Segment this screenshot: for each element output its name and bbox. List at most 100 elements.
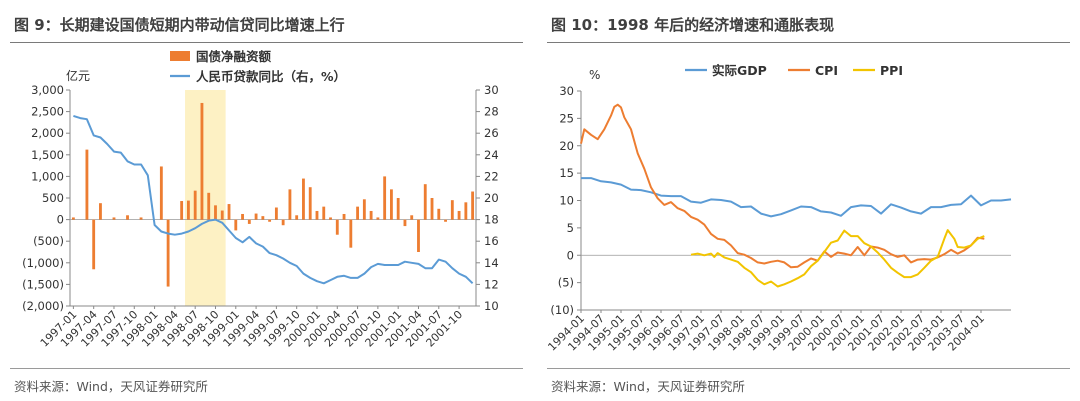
bar-1997-11: [139, 217, 143, 220]
y-tick-label-left: 1,000: [31, 169, 64, 183]
bar-1999-12: [308, 187, 312, 220]
y-tick-label-right: 14: [484, 256, 499, 270]
bar-1998-06: [186, 200, 190, 220]
bar-1998-08: [200, 102, 204, 220]
y-tick-label: 25: [559, 111, 574, 125]
bar-2001-03: [410, 215, 414, 220]
y-tick-label-left: 0: [57, 213, 64, 227]
bar-2001-08: [444, 219, 447, 222]
y-tick-label: 10: [559, 194, 574, 208]
right-chart: 302520151050(5)(10)%1994-011994-071995-0…: [545, 63, 1012, 354]
series-line-gdp: [581, 177, 1012, 218]
y-tick-label-left: 1,500: [31, 148, 64, 162]
bar-1997-03: [85, 149, 89, 220]
bar-1998-11: [220, 210, 224, 220]
bar-2001-02: [403, 219, 407, 227]
y-tick-label-left: (500): [33, 234, 64, 248]
y-tick-label: (5): [558, 276, 574, 290]
bar-2000-09: [369, 210, 373, 220]
y-tick-label-left: (2,000): [22, 299, 64, 313]
bar-2000-07: [356, 206, 360, 220]
y-tick-label-left: (1,000): [22, 256, 64, 270]
legend-label-ppi: PPI: [880, 63, 903, 78]
bar-1999-06: [268, 219, 272, 222]
bar-2001-06: [430, 198, 434, 220]
bar-1997-05: [99, 203, 102, 220]
y-tick-label-right: 24: [484, 148, 499, 162]
y-tick-label-left: 3,000: [31, 83, 64, 97]
bar-1997-01: [71, 217, 75, 220]
right-source-divider: [547, 368, 1070, 369]
legend-label-gdp: 实际GDP: [712, 63, 767, 78]
bar-1998-07: [193, 190, 197, 220]
y-tick-label: 30: [559, 84, 574, 98]
y-tick-label-right: 28: [484, 105, 499, 119]
legend-label-cpi: CPI: [815, 63, 838, 78]
right-chart-title: 图 10：1998 年后的经济增速和通胀表现: [551, 16, 835, 34]
left-panel: 图 9：长期建设国债短期内带动信贷同比增速上行 3,000 2,500 2,000 1…: [0, 0, 533, 401]
y-tick-label: 20: [559, 139, 574, 153]
left-source-note: 资料来源：Wind，天风证券研究所: [14, 379, 208, 394]
bar-1999-10: [295, 215, 299, 220]
bar-2001-04: [417, 219, 420, 252]
bar-2001-11: [464, 202, 468, 220]
y-tick-label-right: 30: [484, 83, 499, 97]
y-unit-label: 亿元: [66, 68, 90, 83]
bar-1999-11: [302, 178, 305, 220]
right-panel: 图 10：1998 年后的经济增速和通胀表现 30 25 20 15 10 5 0 (5) (1…: [537, 0, 1080, 401]
bar-1999-01: [234, 219, 238, 231]
bar-2000-08: [362, 199, 366, 220]
bar-1998-12: [227, 204, 231, 220]
bar-2000-02: [322, 206, 326, 220]
y-tick-label: 5: [567, 221, 574, 235]
y-tick-label-right: 20: [484, 191, 499, 205]
y-tick-label-right: 12: [484, 277, 499, 291]
right-source-note: 资料来源：Wind，天风证券研究所: [551, 379, 745, 394]
bar-2000-03: [329, 217, 332, 220]
bar-1998-09: [207, 192, 211, 220]
y-tick-label-right: 26: [484, 126, 499, 140]
bar-2001-05: [423, 184, 427, 220]
y-tick-label: 15: [559, 166, 574, 180]
bar-1999-09: [288, 189, 292, 220]
y-tick-label-left: 500: [42, 191, 64, 205]
bar-2001-01: [396, 198, 400, 220]
left-title-divider: [10, 42, 523, 43]
legend-label-loan: 人民币贷款同比（右，%）: [196, 69, 346, 84]
bar-1999-03: [247, 219, 251, 224]
bar-1997-04: [92, 219, 96, 270]
y-tick-label-left: (1,500): [22, 277, 64, 291]
bar-2001-07: [437, 208, 441, 220]
bar-1998-03: [166, 219, 170, 287]
left-source-divider: [10, 368, 523, 369]
left-chart: 3,000 2,500 2,000 1,500 1,000 500 0 (500) (1,000…: [22, 49, 499, 350]
y-tick-label-left: 2,500: [31, 105, 64, 119]
bar-2000-01: [315, 210, 319, 220]
bar-1999-08: [281, 219, 285, 226]
right-title-divider: [547, 42, 1070, 43]
series-line-cpi: [580, 103, 985, 269]
bar-2001-10: [457, 210, 461, 220]
bar-1999-05: [261, 216, 265, 220]
y-tick-label: (10): [550, 303, 574, 317]
left-chart-title: 图 9：长期建设国债短期内带动信贷同比增速上行: [14, 16, 345, 34]
bar-1997-07: [112, 217, 116, 220]
bar-2001-09: [450, 200, 454, 220]
bar-1999-07: [274, 207, 278, 220]
bar-1999-02: [241, 213, 244, 220]
bar-1998-02: [159, 166, 163, 220]
y-unit-label: %: [589, 68, 600, 82]
bar-2000-05: [342, 213, 346, 220]
loan-growth-line: [73, 114, 474, 285]
highlight-band: [185, 90, 226, 306]
y-tick-label-right: 10: [484, 299, 499, 313]
y-tick-label-right: 16: [484, 234, 499, 248]
bar-2000-12: [389, 189, 393, 220]
y-tick-label-right: 22: [484, 169, 499, 183]
legend-swatch-bond: [170, 51, 190, 61]
bar-1998-10: [214, 205, 217, 220]
bar-1998-05: [180, 201, 184, 220]
series-line-ppi: [690, 229, 985, 288]
bar-1997-09: [126, 215, 129, 220]
bar-2000-10: [376, 217, 380, 220]
